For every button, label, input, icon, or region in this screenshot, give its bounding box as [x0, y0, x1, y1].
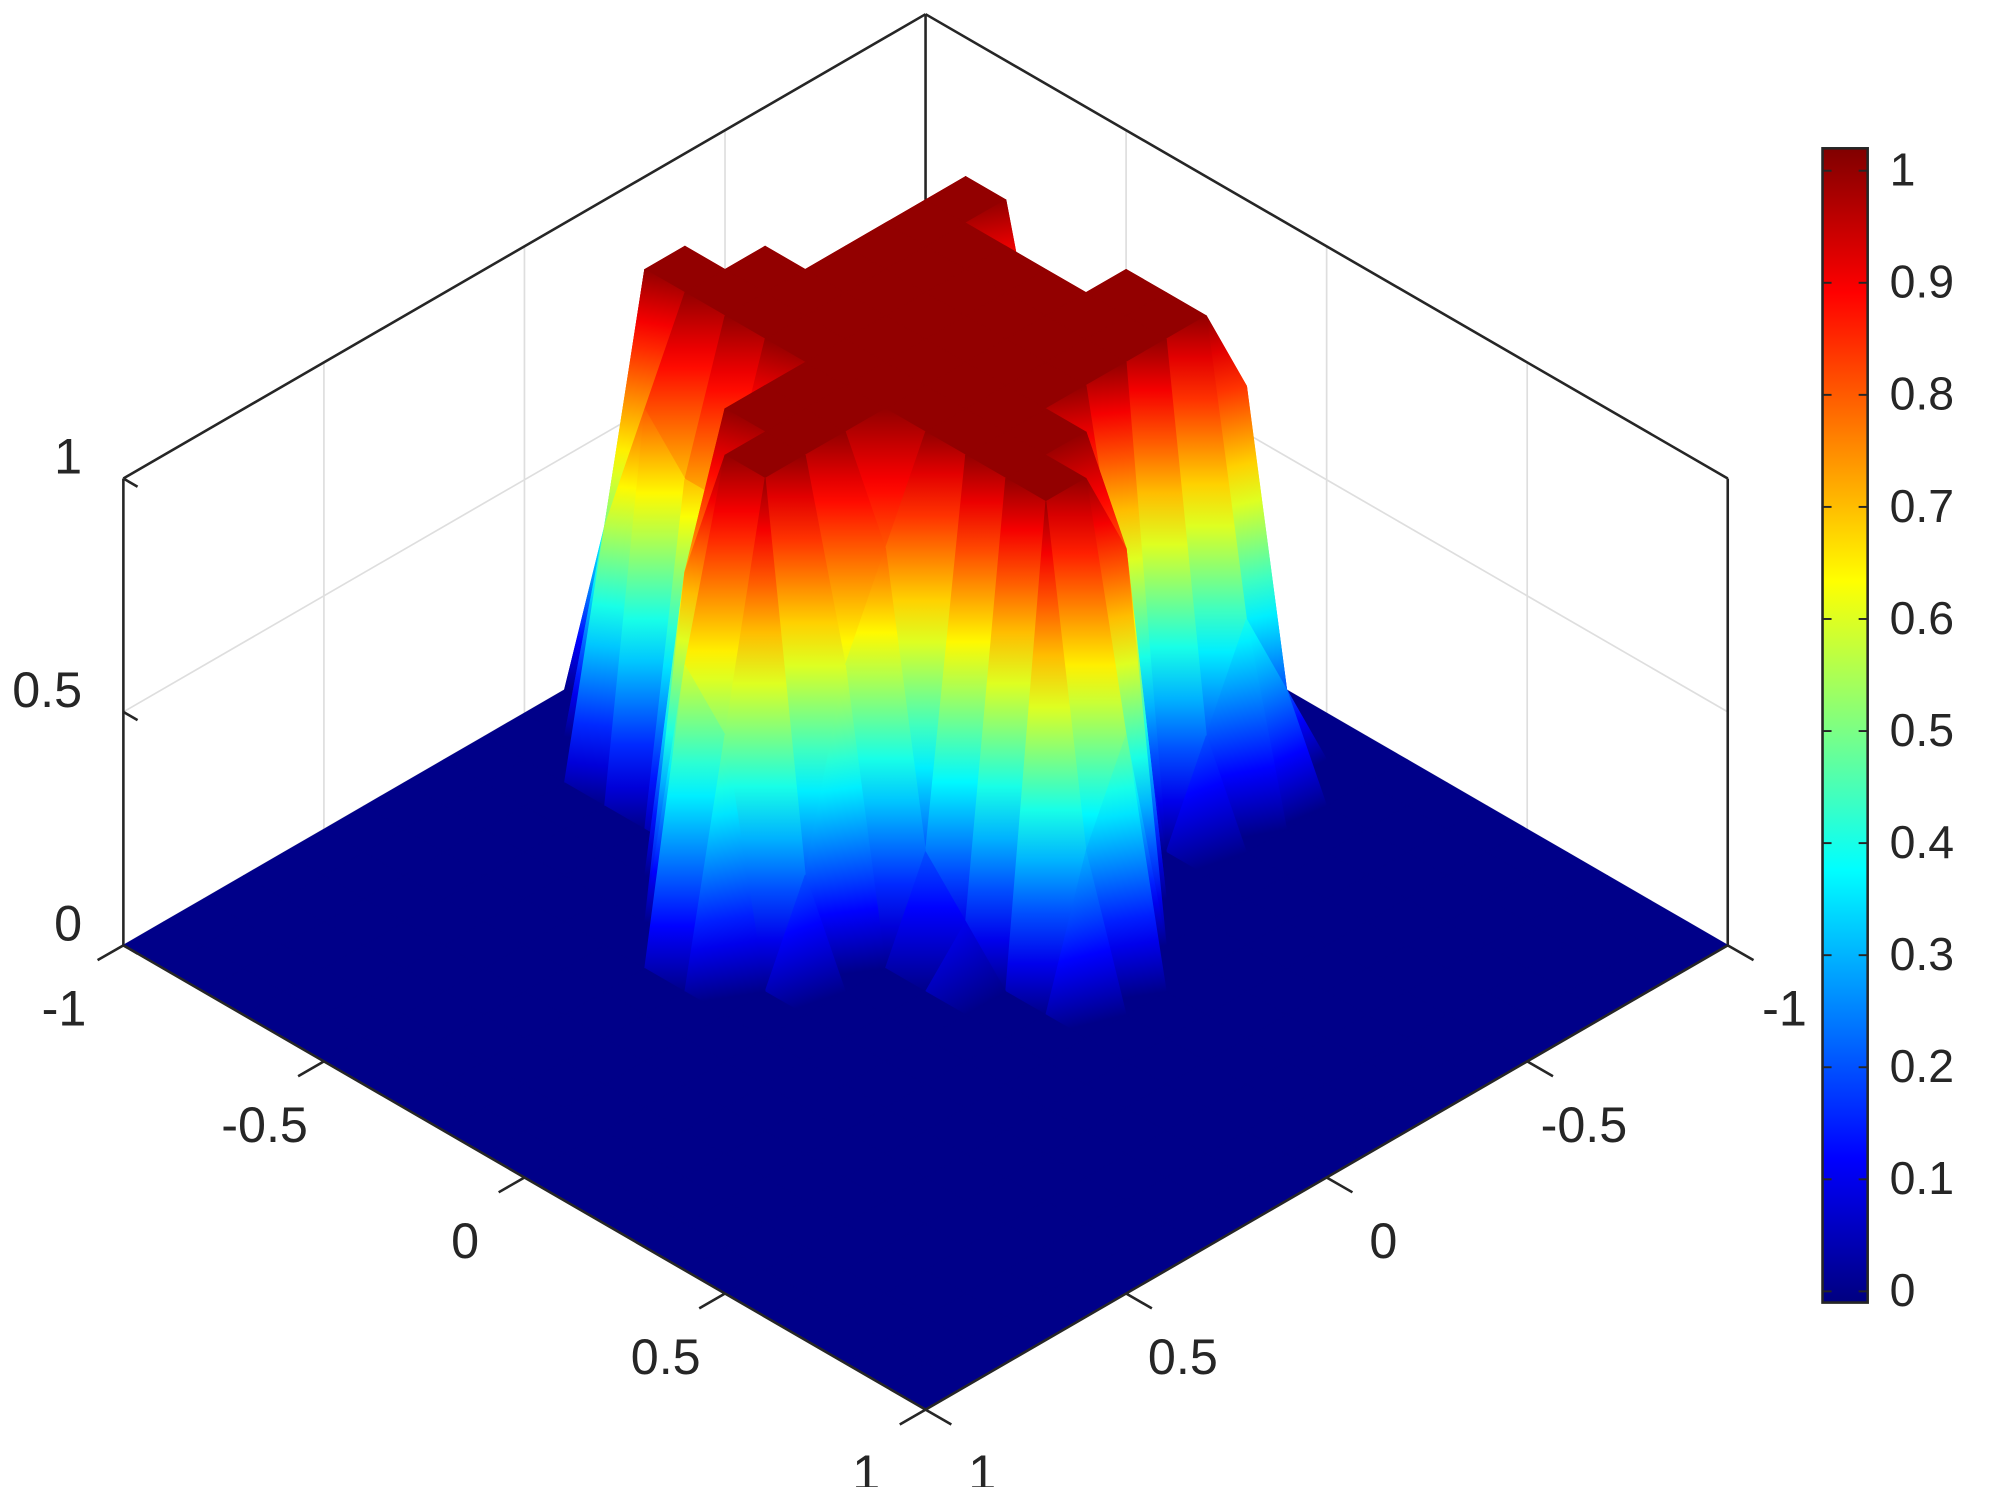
colorbar-tick-label: 0.4	[1890, 816, 1955, 868]
x-tick	[297, 1060, 325, 1078]
x-tick	[96, 944, 125, 962]
colorbar-tick-label: 0.5	[1890, 704, 1955, 756]
y-tick-label: -0.5	[1541, 1096, 1628, 1153]
x-tick-label: 0	[451, 1212, 479, 1269]
y-tick-label: 0	[1369, 1212, 1397, 1269]
y-tick-label: -1	[1762, 980, 1807, 1037]
colorbar-scale	[1821, 147, 1869, 1304]
z-tick	[122, 944, 139, 955]
axes-front: -1 -0.5 0 0.5 1 -1 -0.5 0 0.5 1 0 0.5 1	[12, 428, 1807, 1487]
z-tick	[122, 477, 139, 488]
x-tick-label: -0.5	[221, 1096, 308, 1153]
z-tick-label: 1	[54, 428, 82, 485]
colorbar-tick-label: 0.6	[1890, 592, 1955, 644]
x-tick-label: 0.5	[631, 1328, 701, 1385]
colorbar-tick-label: 1	[1890, 144, 1916, 196]
colorbar-tick-label: 0.8	[1890, 368, 1955, 420]
x-tick-label: -1	[42, 980, 87, 1037]
colorbar-tick-label: 0.2	[1890, 1040, 1955, 1092]
y-tick	[1125, 1292, 1153, 1310]
axis-box-line	[122, 13, 927, 480]
colorbar-tick-label: 0.1	[1890, 1152, 1955, 1204]
surface	[122, 176, 1729, 1411]
x-tick	[899, 1408, 927, 1426]
y-tick-label: 0.5	[1148, 1328, 1218, 1385]
colorbar-tick-label: 0	[1890, 1264, 1916, 1316]
y-tick-label: 1	[968, 1444, 996, 1487]
y-tick	[924, 1408, 952, 1426]
y-tick	[1727, 944, 1755, 962]
z-tick-label: 0	[54, 895, 82, 952]
x-tick-label: 1	[852, 1444, 880, 1487]
x-tick	[698, 1292, 726, 1310]
colorbar-tick-label: 0.9	[1890, 256, 1955, 308]
y-tick	[1326, 1176, 1354, 1194]
z-tick-label: 0.5	[12, 661, 82, 718]
colorbar-tick-label: 0.7	[1890, 480, 1955, 532]
axis-box-line	[924, 13, 1729, 480]
y-tick	[1526, 1060, 1554, 1078]
x-tick	[498, 1176, 526, 1194]
colorbar-tick-label: 0.3	[1890, 928, 1955, 980]
z-tick	[122, 710, 139, 722]
colorbar: 0 0.1 0.2 0.3 0.4 0.5 0.6 0.7 0.8 0.9 1	[1821, 144, 1955, 1316]
